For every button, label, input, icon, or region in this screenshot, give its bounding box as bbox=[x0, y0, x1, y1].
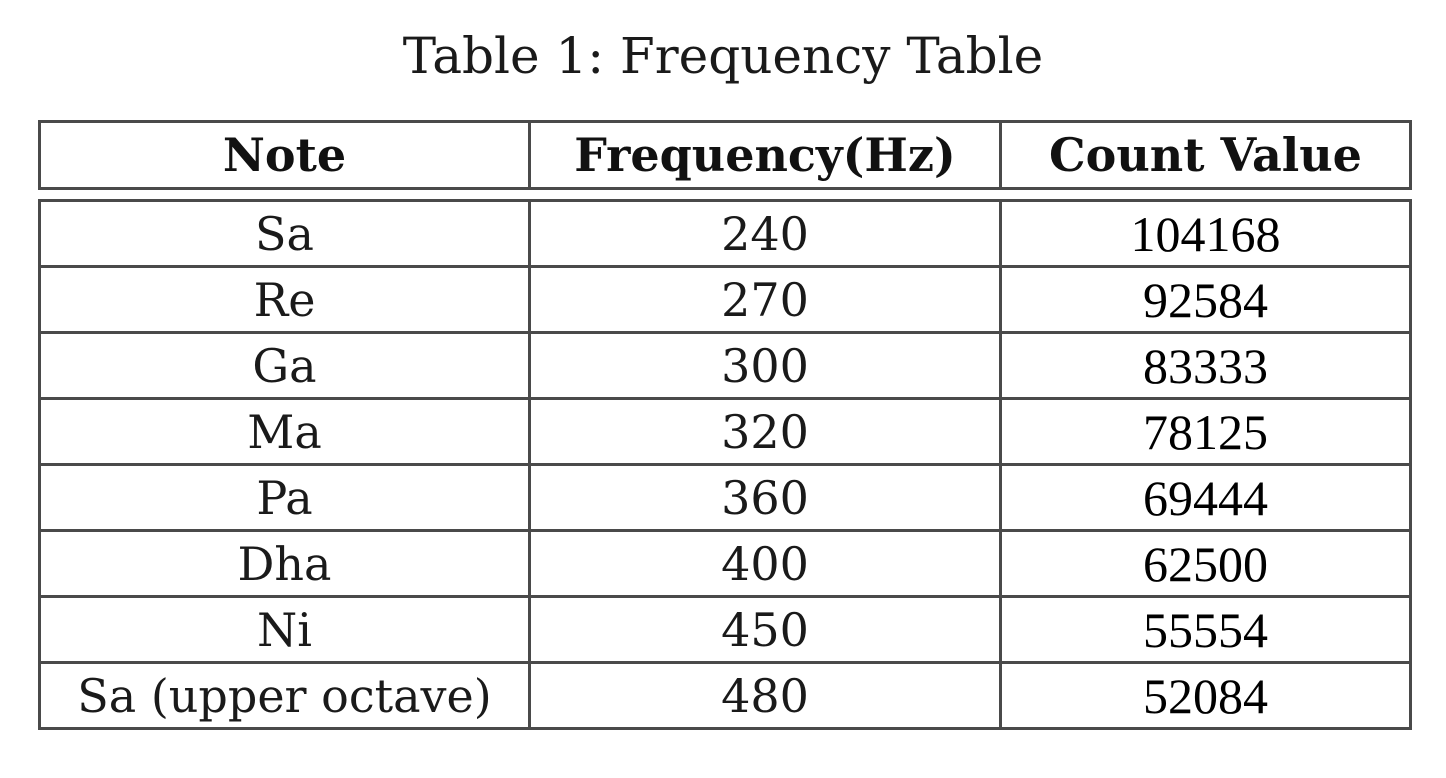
count-value-cell: 92584 bbox=[999, 265, 1412, 334]
table-row: Sa 240 104168 bbox=[38, 199, 1412, 268]
note-cell: Ni bbox=[38, 595, 531, 664]
count-value-cell: 78125 bbox=[999, 397, 1412, 466]
table-header: Note Frequency(Hz) Count Value bbox=[38, 120, 1412, 190]
note-cell: Dha bbox=[38, 529, 531, 598]
count-value-cell: 55554 bbox=[999, 595, 1412, 664]
frequency-cell: 360 bbox=[528, 463, 1002, 532]
note-cell: Re bbox=[38, 265, 531, 334]
frequency-cell: 480 bbox=[528, 661, 1002, 730]
note-cell: Pa bbox=[38, 463, 531, 532]
table-row: Sa (upper octave) 480 52084 bbox=[38, 661, 1412, 730]
column-header-note: Note bbox=[38, 120, 531, 190]
header-row: Note Frequency(Hz) Count Value bbox=[38, 120, 1412, 190]
count-value-cell: 62500 bbox=[999, 529, 1412, 598]
count-value-cell: 83333 bbox=[999, 331, 1412, 400]
note-cell: Sa bbox=[38, 199, 531, 268]
frequency-cell: 400 bbox=[528, 529, 1002, 598]
count-value-cell: 52084 bbox=[999, 661, 1412, 730]
frequency-cell: 300 bbox=[528, 331, 1002, 400]
frequency-cell: 320 bbox=[528, 397, 1002, 466]
table-row: Dha 400 62500 bbox=[38, 529, 1412, 598]
table-row: Ma 320 78125 bbox=[38, 397, 1412, 466]
table-row: Re 270 92584 bbox=[38, 265, 1412, 334]
frequency-table-body: Sa 240 104168 Re 270 92584 Ga 300 83333 Ma 320 7812… bbox=[38, 199, 1412, 730]
note-cell: Sa (upper octave) bbox=[38, 661, 531, 730]
column-header-count-value: Count Value bbox=[999, 120, 1412, 190]
table-row: Ni 450 55554 bbox=[38, 595, 1412, 664]
count-value-cell: 104168 bbox=[999, 199, 1412, 268]
column-header-frequency: Frequency(Hz) bbox=[528, 120, 1002, 190]
frequency-cell: 240 bbox=[528, 199, 1002, 268]
table-row: Pa 360 69444 bbox=[38, 463, 1412, 532]
table-caption: Table 1: Frequency Table bbox=[402, 27, 1044, 85]
count-value-cell: 69444 bbox=[999, 463, 1412, 532]
note-cell: Ma bbox=[38, 397, 531, 466]
frequency-cell: 270 bbox=[528, 265, 1002, 334]
table-row: Ga 300 83333 bbox=[38, 331, 1412, 400]
frequency-cell: 450 bbox=[528, 595, 1002, 664]
note-cell: Ga bbox=[38, 331, 531, 400]
